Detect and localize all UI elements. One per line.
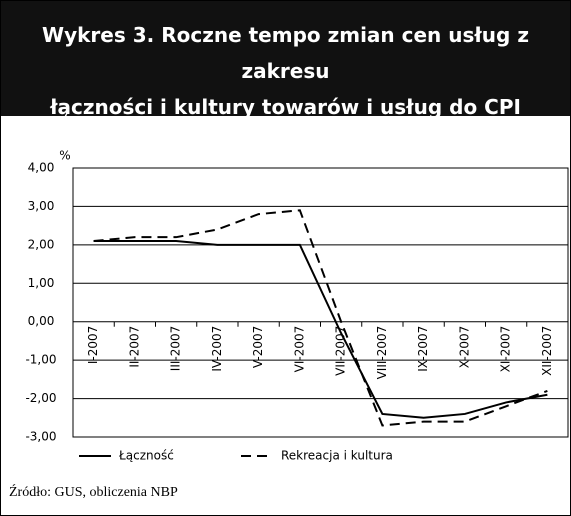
x-tick-label: XII-2007 bbox=[540, 326, 554, 376]
y-tick-label: 4,00 bbox=[28, 161, 55, 175]
title-box: Wykres 3. Roczne tempo zmian cen usług z… bbox=[1, 1, 570, 155]
chart: % 4,00 3,00 2,00 1,00 0,00 -1,00 -2,00 -3,00 I-2… bbox=[25, 149, 569, 463]
y-tick-label: 0,00 bbox=[28, 314, 55, 328]
x-tick-label: V-2007 bbox=[251, 326, 265, 368]
x-tick-label: VIII-2007 bbox=[375, 326, 389, 380]
source: Źródło: GUS, obliczenia NBP bbox=[9, 485, 178, 500]
x-tick-label: XI-2007 bbox=[499, 326, 513, 373]
title-line: – marzec 2007, grudzień 2007 i luty 2008 bbox=[53, 131, 518, 155]
series-line bbox=[93, 209, 548, 427]
x-tick-label: I-2007 bbox=[86, 326, 100, 364]
x-tick-label: IX-2007 bbox=[416, 326, 430, 372]
y-tick-label: 2,00 bbox=[28, 237, 55, 251]
y-tick-label: -3,00 bbox=[25, 430, 56, 444]
y-unit: % bbox=[59, 149, 70, 163]
y-tick-label: -1,00 bbox=[25, 353, 56, 367]
title-line: łączności i kultury towarów i usług do C… bbox=[50, 95, 521, 119]
x-tick-label: VI-2007 bbox=[292, 326, 306, 373]
x-tick-label: X-2007 bbox=[457, 326, 471, 369]
legend-label: Łączność bbox=[118, 449, 174, 463]
title-line: Wykres 3. Roczne tempo zmian cen usług z… bbox=[42, 23, 529, 83]
y-tick-label: -2,00 bbox=[25, 391, 56, 405]
series-line bbox=[93, 240, 548, 419]
x-tick-label: III-2007 bbox=[169, 326, 183, 372]
x-tick-label: II-2007 bbox=[127, 326, 141, 368]
plot-frame bbox=[72, 167, 569, 438]
x-tick-label: IV-2007 bbox=[210, 326, 224, 372]
y-tick-label: 3,00 bbox=[28, 199, 55, 213]
legend-label: Rekreacja i kultura bbox=[281, 449, 393, 463]
y-tick-label: 1,00 bbox=[28, 276, 55, 290]
